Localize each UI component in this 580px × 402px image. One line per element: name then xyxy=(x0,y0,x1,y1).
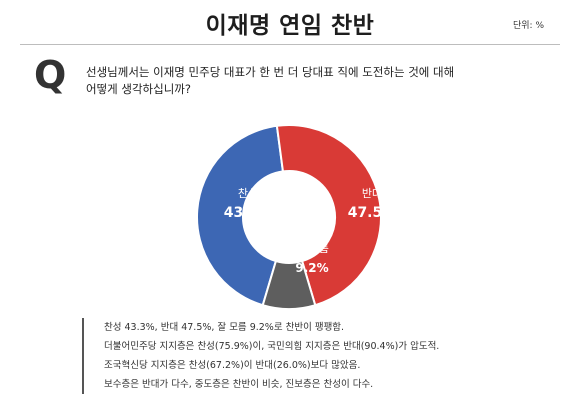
question-text: 선생님께서는 이재명 민주당 대표가 한 번 더 당대표 직에 도전하는 것에 … xyxy=(86,64,526,98)
question-marker: Q xyxy=(34,53,67,97)
donut-slice-0 xyxy=(196,124,285,307)
question-line-2: 어떻게 생각하십니까? xyxy=(86,82,191,96)
summary-notes: 찬성 43.3%, 반대 47.5%, 잘 모름 9.2%로 찬반이 팽팽함. … xyxy=(82,318,542,394)
summary-note: 찬성 43.3%, 반대 47.5%, 잘 모름 9.2%로 찬반이 팽팽함. xyxy=(104,322,345,333)
slice-value-label: 43.3% xyxy=(224,205,273,221)
title-divider xyxy=(20,44,560,45)
slice-category-label: 잘 모름 xyxy=(295,242,329,255)
slice-value-label: 9.2% xyxy=(295,261,328,275)
question-line-1: 선생님께서는 이재명 민주당 대표가 한 번 더 당대표 직에 도전하는 것에 … xyxy=(86,65,455,79)
chart-title: 이재명 연임 찬반 xyxy=(205,13,375,39)
summary-note: 조국혁신당 지지층은 찬성(67.2%)이 반대(26.0%)보다 많았음. xyxy=(104,360,361,371)
slice-category-label: 찬성 xyxy=(238,186,258,200)
summary-note: 더불어민주당 지지층은 찬성(75.9%)이, 국민의힘 지지층은 반대(90.… xyxy=(104,341,440,352)
summary-note: 보수층은 반대가 다수, 중도층은 찬반이 비슷, 진보층은 찬성이 다수. xyxy=(104,379,374,390)
donut-slice-2 xyxy=(261,259,317,310)
slice-category-label: 반대 xyxy=(362,187,382,200)
slice-value-label: 47.5% xyxy=(348,205,397,221)
donut-slice-1 xyxy=(275,124,382,307)
unit-label: 단위: % xyxy=(512,21,544,31)
